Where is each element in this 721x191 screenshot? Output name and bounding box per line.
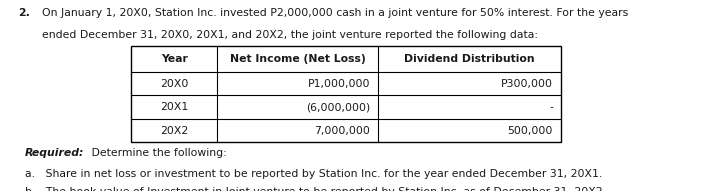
Text: Required:: Required: — [25, 148, 84, 158]
Text: Net Income (Net Loss): Net Income (Net Loss) — [230, 54, 366, 64]
Bar — [131, 46, 561, 142]
Text: 20X0: 20X0 — [160, 79, 188, 89]
Text: 500,000: 500,000 — [508, 125, 553, 136]
Text: P300,000: P300,000 — [501, 79, 553, 89]
Text: 20X2: 20X2 — [160, 125, 188, 136]
Text: P1,000,000: P1,000,000 — [308, 79, 371, 89]
Text: Dividend Distribution: Dividend Distribution — [404, 54, 535, 64]
Text: On January 1, 20X0, Station Inc. invested P2,000,000 cash in a joint venture for: On January 1, 20X0, Station Inc. investe… — [42, 8, 628, 18]
Text: 20X1: 20X1 — [160, 102, 188, 112]
Text: 2.: 2. — [18, 8, 30, 18]
Text: Determine the following:: Determine the following: — [88, 148, 226, 158]
Text: Year: Year — [161, 54, 187, 64]
Text: -: - — [549, 102, 553, 112]
Text: ended December 31, 20X0, 20X1, and 20X2, the joint venture reported the followin: ended December 31, 20X0, 20X1, and 20X2,… — [42, 30, 538, 40]
Text: 7,000,000: 7,000,000 — [314, 125, 371, 136]
Text: (6,000,000): (6,000,000) — [306, 102, 371, 112]
Text: b.   The book value of Investment in Joint venture to be reported by Station Inc: b. The book value of Investment in Joint… — [25, 187, 606, 191]
Text: a.   Share in net loss or investment to be reported by Station Inc. for the year: a. Share in net loss or investment to be… — [25, 169, 602, 179]
